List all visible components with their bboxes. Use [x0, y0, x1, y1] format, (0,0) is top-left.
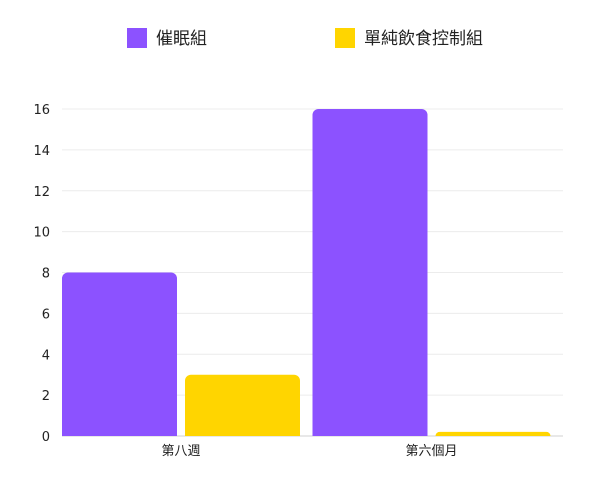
- legend-label-0: 催眠組: [156, 29, 207, 49]
- legend: 催眠組 單純飲食控制組: [127, 28, 483, 49]
- y-tick-label: 8: [42, 267, 50, 282]
- y-tick-label: 2: [42, 389, 50, 404]
- bars: [62, 109, 551, 436]
- legend-swatch-1: [335, 28, 355, 48]
- legend-label-1: 單純飲食控制組: [364, 29, 483, 49]
- y-tick-label: 16: [33, 103, 50, 118]
- bar-1-0: [312, 109, 428, 436]
- x-tick-label: 第八週: [161, 444, 200, 459]
- y-axis-ticks: 0 2 4 6 8 10 12 14 16: [33, 103, 50, 445]
- bar-0-1: [185, 374, 300, 436]
- y-tick-label: 4: [42, 348, 50, 363]
- y-tick-label: 14: [33, 144, 50, 159]
- x-tick-label: 第六個月: [405, 444, 457, 459]
- bar-0-0: [62, 272, 177, 436]
- y-tick-label: 6: [42, 307, 50, 322]
- y-tick-label: 0: [42, 430, 50, 445]
- y-tick-label: 10: [33, 226, 50, 241]
- bar-1-1: [435, 431, 551, 436]
- legend-swatch-0: [127, 28, 147, 48]
- x-axis-labels: 第八週 第六個月: [161, 444, 457, 459]
- y-tick-label: 12: [33, 185, 50, 200]
